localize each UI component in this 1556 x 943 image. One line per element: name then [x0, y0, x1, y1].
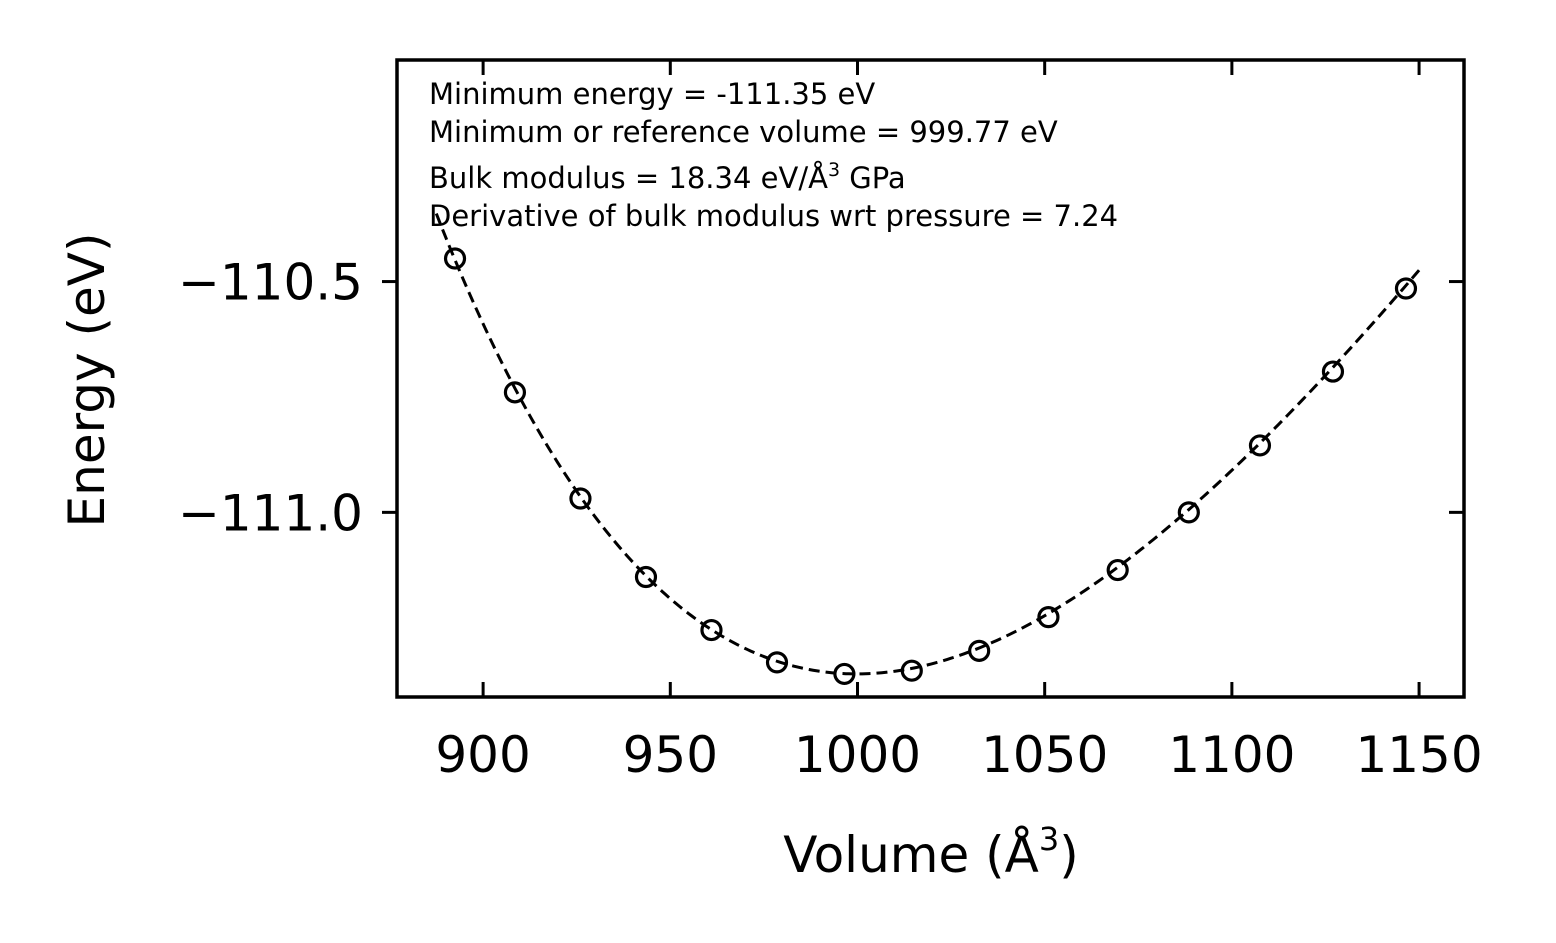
data-point — [1394, 277, 1418, 300]
x-axis-label-superscript: 3 — [1039, 820, 1059, 858]
data-point — [1177, 501, 1200, 524]
y-tick-labels: −111.0 −110.5 — [178, 254, 363, 543]
data-point — [833, 662, 856, 686]
x-axis-label: Volume (Å3) — [783, 820, 1078, 884]
data-point — [700, 618, 723, 642]
y-tick-label: −110.5 — [178, 254, 363, 312]
x-tick-label: 1100 — [1168, 726, 1295, 784]
x-tick-label: 900 — [435, 726, 530, 784]
data-point — [1106, 558, 1129, 582]
x-tick-labels: 900 950 1000 1050 1100 1150 — [435, 726, 1482, 784]
data-point — [503, 381, 527, 404]
data-point — [569, 487, 592, 510]
fit-layer — [434, 213, 1421, 676]
plot-frame — [395, 58, 1466, 699]
annotation-bulk-modulus: Bulk modulus = 18.34 eV/Å3 GPa — [429, 159, 906, 195]
fit-curve — [434, 213, 1421, 676]
x-tick-label: 1050 — [981, 726, 1108, 784]
annotation-bulk-modulus-derivative: Derivative of bulk modulus wrt pressure … — [429, 199, 1118, 233]
ticks-layer — [382, 60, 1464, 697]
data-point — [1037, 606, 1060, 629]
data-point — [443, 247, 467, 270]
y-axis-label: Energy (eV) — [58, 233, 116, 528]
x-tick-label: 950 — [623, 726, 718, 784]
data-point — [634, 565, 658, 589]
data-point — [765, 651, 789, 674]
data-point — [1248, 434, 1272, 457]
y-tick-label: −111.0 — [178, 484, 363, 542]
data-point — [900, 659, 923, 682]
annotation-min-energy: Minimum energy = -111.35 eV — [429, 77, 875, 111]
points-layer — [443, 247, 1418, 686]
annotation-min-volume: Minimum or reference volume = 999.77 eV — [429, 115, 1058, 149]
data-point — [968, 639, 991, 662]
data-point — [1321, 360, 1345, 383]
x-tick-label: 1000 — [794, 726, 921, 784]
x-tick-label: 1150 — [1355, 726, 1482, 784]
annotation-bulk-modulus-superscript: 3 — [828, 159, 840, 181]
